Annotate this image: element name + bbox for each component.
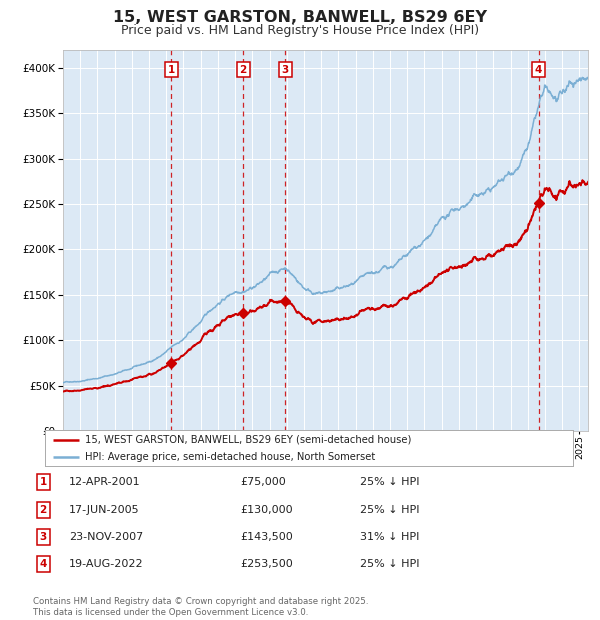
Text: 25% ↓ HPI: 25% ↓ HPI bbox=[360, 477, 419, 487]
Text: 25% ↓ HPI: 25% ↓ HPI bbox=[360, 505, 419, 515]
Text: 12-APR-2001: 12-APR-2001 bbox=[69, 477, 140, 487]
Text: 1: 1 bbox=[40, 477, 47, 487]
Text: 2: 2 bbox=[239, 64, 247, 74]
Text: 15, WEST GARSTON, BANWELL, BS29 6EY (semi-detached house): 15, WEST GARSTON, BANWELL, BS29 6EY (sem… bbox=[85, 435, 411, 445]
Text: £130,000: £130,000 bbox=[240, 505, 293, 515]
Text: Price paid vs. HM Land Registry's House Price Index (HPI): Price paid vs. HM Land Registry's House … bbox=[121, 24, 479, 37]
Text: 25% ↓ HPI: 25% ↓ HPI bbox=[360, 559, 419, 569]
Text: 15, WEST GARSTON, BANWELL, BS29 6EY: 15, WEST GARSTON, BANWELL, BS29 6EY bbox=[113, 10, 487, 25]
Text: £75,000: £75,000 bbox=[240, 477, 286, 487]
Text: 2: 2 bbox=[40, 505, 47, 515]
Text: 17-JUN-2005: 17-JUN-2005 bbox=[69, 505, 140, 515]
Text: Contains HM Land Registry data © Crown copyright and database right 2025.
This d: Contains HM Land Registry data © Crown c… bbox=[33, 598, 368, 617]
Text: 3: 3 bbox=[281, 64, 289, 74]
Text: 23-NOV-2007: 23-NOV-2007 bbox=[69, 532, 143, 542]
Text: HPI: Average price, semi-detached house, North Somerset: HPI: Average price, semi-detached house,… bbox=[85, 451, 375, 461]
Text: 31% ↓ HPI: 31% ↓ HPI bbox=[360, 532, 419, 542]
Text: 4: 4 bbox=[535, 64, 542, 74]
Text: £253,500: £253,500 bbox=[240, 559, 293, 569]
Text: 1: 1 bbox=[167, 64, 175, 74]
Text: 19-AUG-2022: 19-AUG-2022 bbox=[69, 559, 143, 569]
Text: 3: 3 bbox=[40, 532, 47, 542]
Text: 4: 4 bbox=[40, 559, 47, 569]
Text: £143,500: £143,500 bbox=[240, 532, 293, 542]
